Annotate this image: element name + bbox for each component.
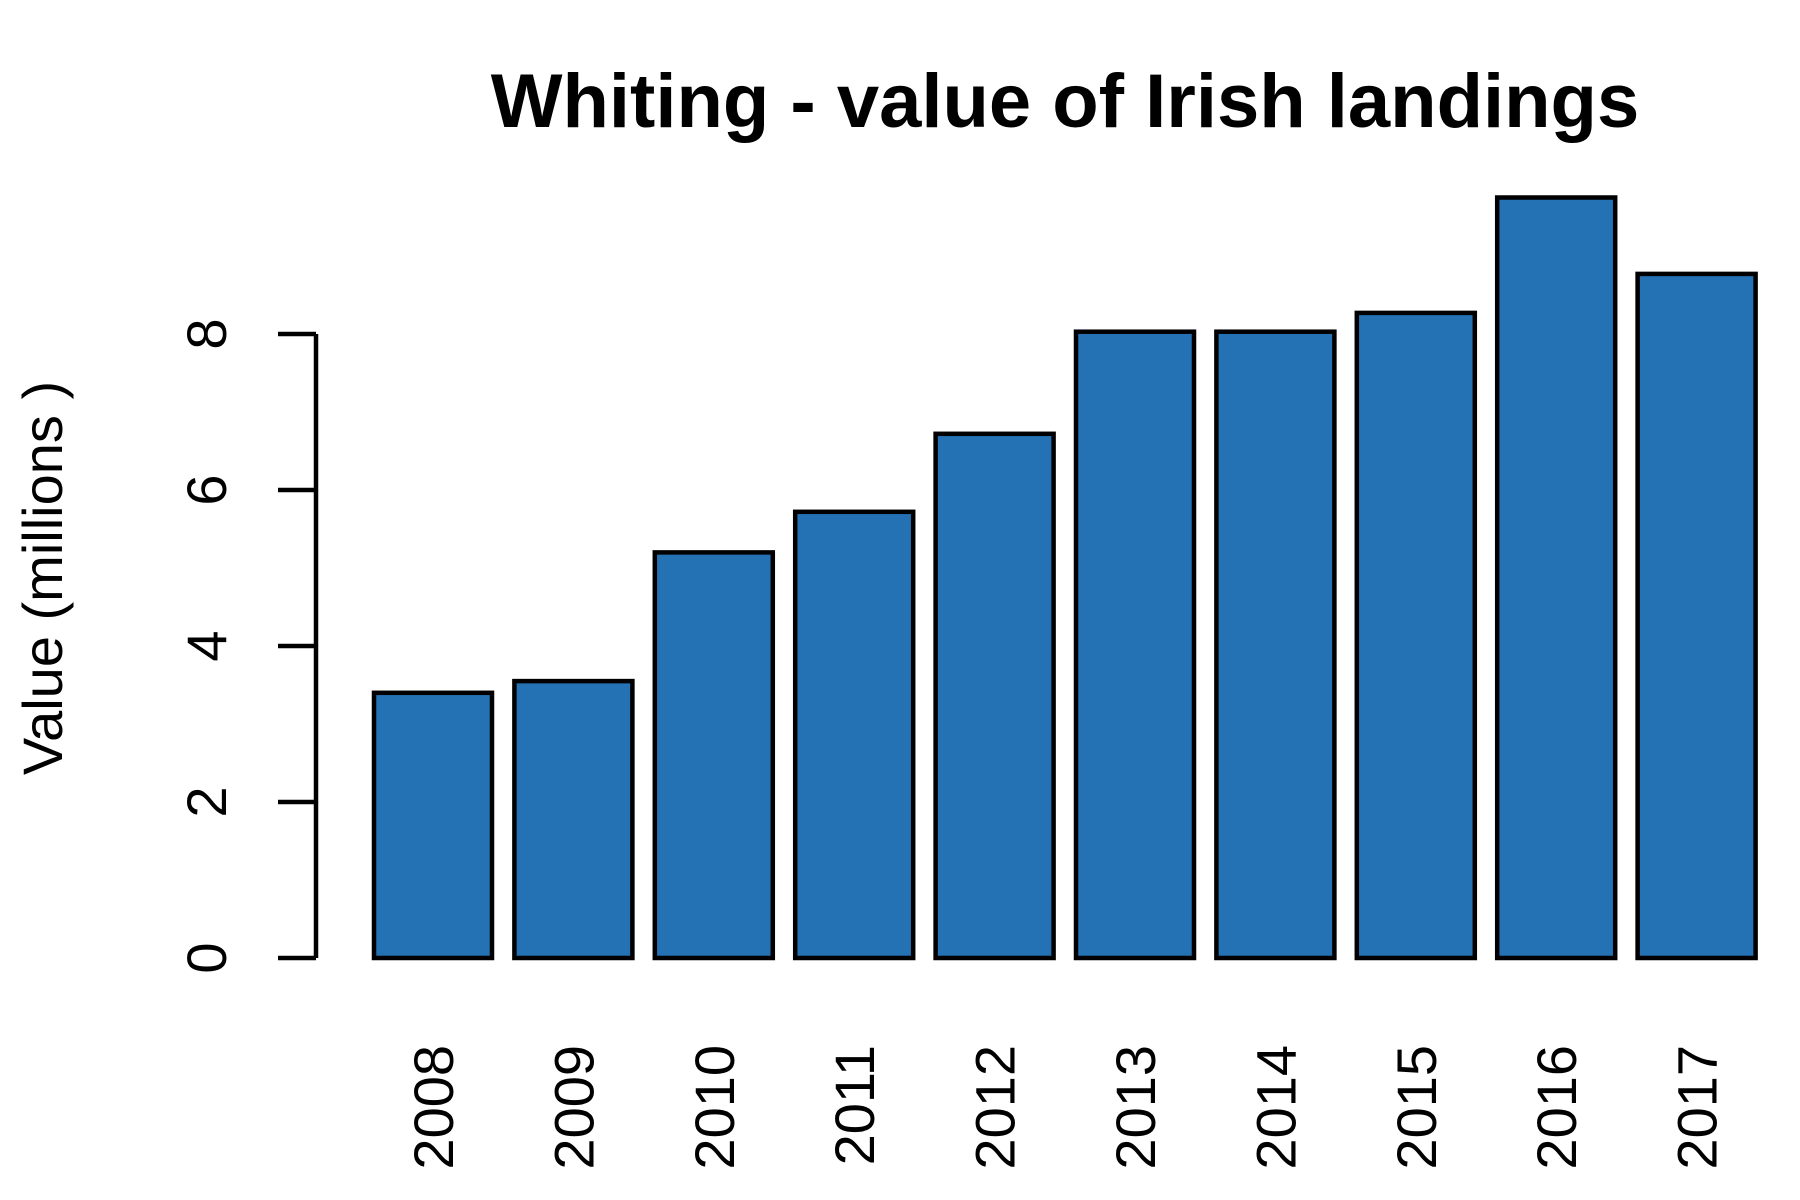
x-tick-label-2016: 2016 — [1525, 1045, 1588, 1170]
x-tick-label-2008: 2008 — [402, 1045, 465, 1170]
x-tick-label-2015: 2015 — [1385, 1045, 1448, 1170]
x-tick-label-2010: 2010 — [683, 1045, 746, 1170]
y-tick-label-4: 4 — [175, 630, 238, 661]
y-tick-label-8: 8 — [175, 318, 238, 349]
bars-group — [371, 195, 1758, 961]
bar-2011 — [792, 509, 916, 961]
x-tick-label-2012: 2012 — [964, 1045, 1027, 1170]
y-tick-label-0: 0 — [175, 942, 238, 973]
bar-2013 — [1073, 329, 1197, 961]
x-tick-label-2017: 2017 — [1666, 1045, 1729, 1170]
bar-2010 — [652, 550, 776, 961]
bar-2009 — [512, 678, 635, 961]
y-ticks-group: 0 2 4 6 8 — [175, 318, 316, 974]
x-labels-group: 2008 2009 2010 2011 2012 2013 2014 2015 2016 2017 — [402, 1045, 1729, 1170]
chart-title: Whiting - value of Irish landings — [491, 59, 1639, 144]
x-tick-label-2013: 2013 — [1104, 1045, 1167, 1170]
y-tick-label-6: 6 — [175, 474, 238, 505]
bar-2008 — [371, 690, 495, 961]
bar-2017 — [1635, 271, 1758, 961]
bar-2014 — [1214, 329, 1337, 961]
bar-2012 — [933, 431, 1056, 961]
x-tick-label-2009: 2009 — [542, 1045, 605, 1170]
x-tick-label-2011: 2011 — [823, 1045, 886, 1165]
y-tick-label-2: 2 — [175, 786, 238, 817]
bar-2016 — [1494, 195, 1618, 961]
y-axis-label: Value (millions ) — [11, 381, 74, 775]
x-tick-label-2014: 2014 — [1244, 1045, 1307, 1170]
bar-2015 — [1354, 310, 1478, 961]
